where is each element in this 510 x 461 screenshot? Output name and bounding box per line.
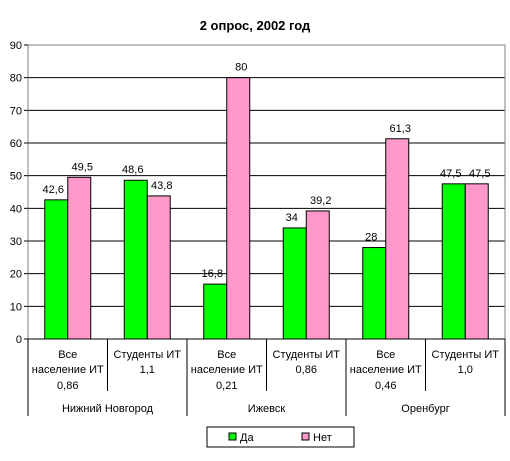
legend: Да Нет xyxy=(206,426,355,448)
bar xyxy=(123,179,148,340)
category-label-line2: Студенты ИТ xyxy=(432,349,500,361)
bar xyxy=(282,227,307,340)
bar xyxy=(146,195,171,340)
y-tick-label: 40 xyxy=(10,203,22,215)
data-label: 42,6 xyxy=(43,184,64,196)
y-axis: 0 10 20 30 40 50 60 70 80 90 xyxy=(10,40,28,346)
data-label: 28 xyxy=(365,232,377,244)
data-labels: 42,6 48,6 16,8 34 28 47,5 49,5 43,8 80 39,2 61,3 47… xyxy=(43,62,491,280)
data-label: 34 xyxy=(286,212,298,224)
data-label: 48,6 xyxy=(122,164,143,176)
category-label-value: 0,46 xyxy=(375,380,396,392)
bar xyxy=(441,183,466,340)
category-label-line2: Студенты ИТ xyxy=(114,349,182,361)
category-label-value: 1,0 xyxy=(458,364,473,376)
x-axis: Все население ИТ 0,86 Студенты ИТ 1,1 Все насе… xyxy=(27,338,506,416)
data-label: 47,5 xyxy=(440,168,461,180)
category-label-line2: население ИТ xyxy=(32,364,104,376)
legend-swatch xyxy=(228,432,237,441)
y-tick-label: 70 xyxy=(10,105,22,117)
bar xyxy=(44,199,69,340)
category-label-value: 1,1 xyxy=(140,364,155,376)
bar xyxy=(67,176,92,340)
legend-label: Нет xyxy=(313,432,332,444)
category-label-line2: Студенты ИТ xyxy=(273,349,341,361)
data-label: 61,3 xyxy=(390,123,411,135)
category-label-line1: Все xyxy=(376,349,395,361)
y-tick-label: 50 xyxy=(10,171,22,183)
y-tick-label: 80 xyxy=(10,73,22,85)
group-label: Ижевск xyxy=(248,403,286,415)
category-label-line1: Все xyxy=(58,349,77,361)
category-label-line2: население ИТ xyxy=(350,364,422,376)
plot-area xyxy=(27,44,506,340)
y-tick-label: 30 xyxy=(10,236,22,248)
bar xyxy=(305,210,330,340)
y-tick-label: 20 xyxy=(10,269,22,281)
legend-box xyxy=(206,426,355,448)
bar xyxy=(385,138,410,340)
data-label: 16,8 xyxy=(202,268,223,280)
legend-label: Да xyxy=(240,432,254,444)
category-label-value: 0,86 xyxy=(57,380,78,392)
category-label-value: 0,21 xyxy=(216,380,237,392)
gridlines xyxy=(27,44,506,340)
category-label-line2: население ИТ xyxy=(191,364,263,376)
category-label-value: 0,86 xyxy=(296,364,317,376)
legend-swatch xyxy=(301,432,310,441)
bar xyxy=(203,283,228,340)
data-label: 39,2 xyxy=(310,195,331,207)
data-label: 49,5 xyxy=(72,161,93,173)
data-label: 43,8 xyxy=(151,180,172,192)
category-label-line1: Все xyxy=(217,349,236,361)
group-label: Оренбург xyxy=(401,403,449,415)
y-tick-label: 90 xyxy=(10,40,22,52)
chart-title: 2 опрос, 2002 год xyxy=(200,18,311,33)
data-label: 80 xyxy=(235,62,247,74)
bar xyxy=(464,183,489,340)
data-label: 47,5 xyxy=(469,168,490,180)
group-label: Нижний Новгород xyxy=(62,403,154,415)
y-tick-label: 10 xyxy=(10,301,22,313)
y-tick-label: 0 xyxy=(16,334,22,346)
y-tick-label: 60 xyxy=(10,138,22,150)
bar xyxy=(226,77,251,340)
bar xyxy=(362,247,387,340)
bars xyxy=(44,77,489,340)
